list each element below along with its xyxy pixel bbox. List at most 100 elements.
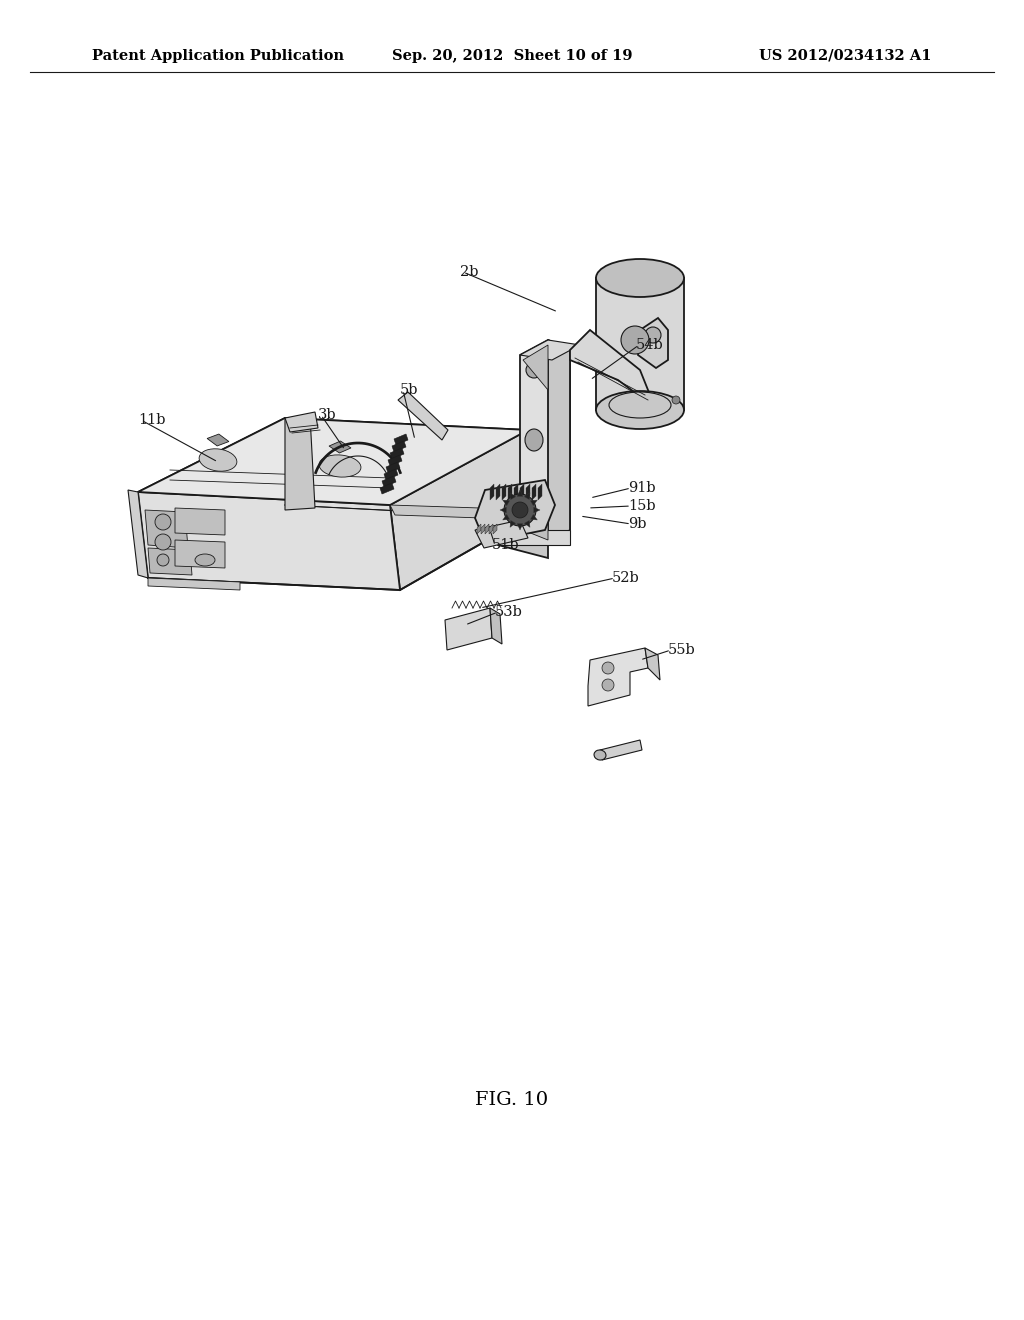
Polygon shape: [489, 524, 493, 535]
Polygon shape: [475, 480, 555, 543]
Polygon shape: [524, 520, 530, 527]
Circle shape: [526, 362, 542, 378]
Text: Patent Application Publication: Patent Application Publication: [92, 49, 344, 63]
Polygon shape: [500, 507, 506, 512]
Polygon shape: [390, 447, 404, 459]
Polygon shape: [398, 392, 449, 440]
Circle shape: [672, 396, 680, 404]
Text: 53b: 53b: [495, 605, 523, 619]
Polygon shape: [645, 648, 660, 680]
Polygon shape: [394, 434, 408, 445]
Polygon shape: [138, 492, 400, 590]
Polygon shape: [175, 508, 225, 535]
Polygon shape: [493, 524, 497, 535]
Polygon shape: [638, 318, 668, 368]
Polygon shape: [392, 441, 406, 451]
Polygon shape: [148, 578, 240, 590]
Polygon shape: [534, 507, 540, 512]
Text: 91b: 91b: [628, 480, 655, 495]
Polygon shape: [530, 515, 538, 520]
Polygon shape: [384, 469, 398, 480]
Polygon shape: [390, 430, 540, 590]
Polygon shape: [485, 524, 489, 535]
Text: 9b: 9b: [628, 517, 646, 531]
Polygon shape: [532, 484, 536, 500]
Text: 51b: 51b: [492, 539, 519, 552]
Polygon shape: [128, 490, 148, 578]
Polygon shape: [390, 506, 540, 520]
Ellipse shape: [195, 554, 215, 566]
Polygon shape: [380, 483, 394, 494]
Text: FIG. 10: FIG. 10: [475, 1092, 549, 1109]
Text: Sep. 20, 2012  Sheet 10 of 19: Sep. 20, 2012 Sheet 10 of 19: [392, 49, 632, 63]
Ellipse shape: [596, 259, 684, 297]
Polygon shape: [138, 418, 528, 520]
Polygon shape: [517, 524, 523, 531]
Polygon shape: [508, 484, 512, 500]
Ellipse shape: [596, 391, 684, 429]
Polygon shape: [285, 416, 315, 510]
Polygon shape: [588, 648, 648, 706]
Circle shape: [504, 494, 536, 525]
Polygon shape: [503, 515, 510, 520]
Polygon shape: [600, 741, 642, 760]
Polygon shape: [530, 500, 538, 506]
Polygon shape: [548, 341, 570, 545]
Polygon shape: [570, 330, 650, 400]
Polygon shape: [477, 524, 481, 535]
Ellipse shape: [525, 429, 543, 451]
Circle shape: [645, 327, 662, 343]
Polygon shape: [523, 506, 548, 540]
Text: US 2012/0234132 A1: US 2012/0234132 A1: [760, 49, 932, 63]
Polygon shape: [175, 540, 225, 568]
Polygon shape: [445, 609, 492, 649]
Circle shape: [621, 326, 649, 354]
Text: 54b: 54b: [636, 338, 664, 352]
Polygon shape: [490, 484, 494, 500]
Polygon shape: [510, 492, 515, 499]
Text: 2b: 2b: [460, 265, 478, 279]
Polygon shape: [526, 484, 530, 500]
Text: 5b: 5b: [400, 383, 419, 397]
Polygon shape: [520, 341, 580, 360]
Circle shape: [602, 663, 614, 675]
Text: 11b: 11b: [138, 413, 166, 426]
Text: 52b: 52b: [612, 572, 640, 585]
Polygon shape: [207, 434, 229, 446]
Polygon shape: [514, 484, 518, 500]
Polygon shape: [386, 462, 400, 473]
Ellipse shape: [594, 750, 606, 760]
Polygon shape: [524, 492, 530, 499]
Polygon shape: [517, 490, 523, 496]
Circle shape: [155, 535, 171, 550]
Polygon shape: [510, 520, 515, 527]
Polygon shape: [148, 548, 193, 576]
Polygon shape: [502, 484, 506, 500]
Polygon shape: [503, 500, 510, 506]
Polygon shape: [475, 520, 528, 548]
Polygon shape: [490, 609, 502, 644]
Polygon shape: [520, 341, 570, 545]
Polygon shape: [523, 345, 548, 389]
Polygon shape: [520, 484, 524, 500]
Polygon shape: [498, 531, 548, 558]
Polygon shape: [500, 531, 570, 545]
Polygon shape: [388, 455, 402, 466]
Polygon shape: [496, 484, 500, 500]
Text: 15b: 15b: [628, 499, 655, 513]
Circle shape: [602, 678, 614, 690]
Polygon shape: [138, 418, 528, 506]
Polygon shape: [285, 412, 318, 432]
Text: 55b: 55b: [668, 643, 695, 657]
Polygon shape: [596, 279, 684, 411]
Ellipse shape: [199, 449, 237, 471]
Circle shape: [512, 502, 528, 517]
Polygon shape: [329, 441, 351, 453]
Circle shape: [157, 554, 169, 566]
Polygon shape: [481, 524, 485, 535]
Ellipse shape: [319, 455, 360, 477]
Polygon shape: [382, 477, 396, 487]
Polygon shape: [145, 510, 188, 548]
Text: 3b: 3b: [318, 408, 337, 422]
Polygon shape: [538, 484, 542, 500]
